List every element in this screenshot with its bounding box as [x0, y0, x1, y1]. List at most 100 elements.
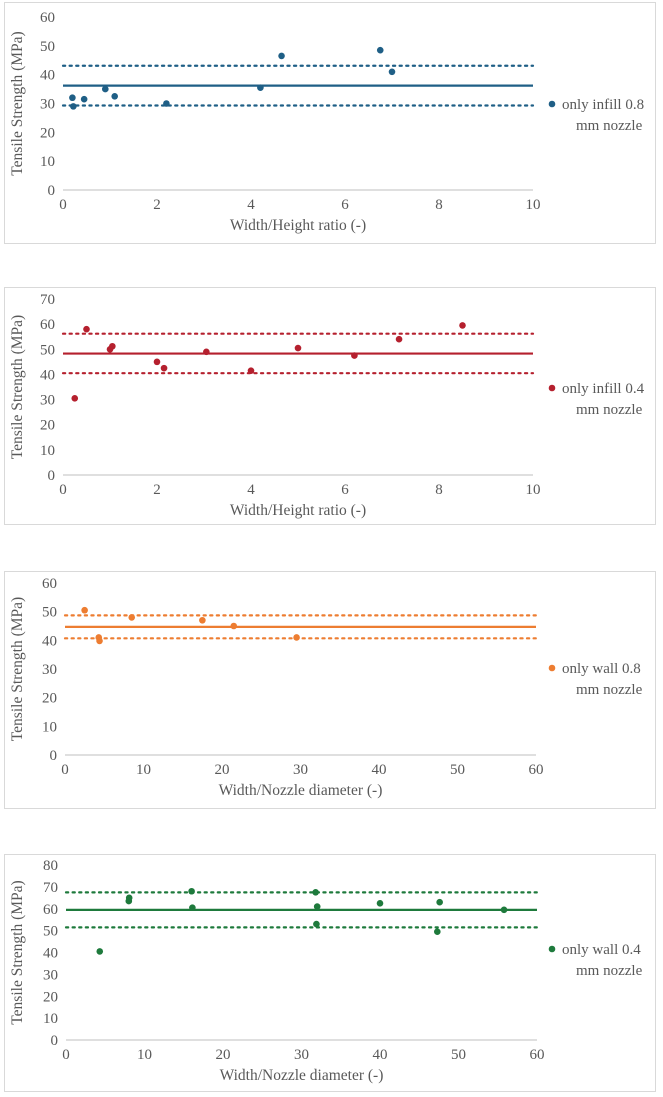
chart-1-legend-label-line2: mm nozzle [576, 118, 643, 134]
chart-2-x-tick-label: 10 [526, 482, 541, 498]
chart-2-y-tick-label: 70 [40, 292, 55, 308]
chart-2-x-tick-label: 8 [435, 482, 443, 498]
chart-3-x-tick-label: 30 [293, 762, 308, 778]
chart-4-y-tick-label: 40 [43, 946, 58, 962]
chart-2-y-tick-label: 30 [40, 393, 55, 409]
chart-4-data-point [313, 920, 320, 928]
chart-2-data-point [247, 367, 255, 374]
chart-4-y-tick-label: 80 [43, 858, 58, 874]
chart-4-data-point [188, 887, 195, 895]
chart-2-x-tick-label: 0 [59, 482, 67, 498]
chart-2-legend-label-line1: only infill 0.4 [562, 381, 645, 397]
chart-1-data-point [111, 92, 118, 100]
chart-4-x-tick-label: 10 [137, 1047, 152, 1063]
chart-2-data-point [294, 344, 302, 352]
chart-1-y-tick-label: 60 [40, 10, 55, 26]
chart-2-y-tick-label: 50 [40, 342, 55, 358]
chart-1-data-point [257, 84, 264, 91]
chart-4-data-point [189, 904, 196, 911]
chart-2-data-point [203, 348, 210, 356]
chart-3-x-tick-label: 10 [136, 762, 151, 778]
chart-panel-wall-04: 0 10 20 30 40 50 60 70 80 0 10 20 30 40 50 60 Width/Nozz… [4, 854, 656, 1092]
chart-4-legend-label-line1: only wall 0.4 [562, 942, 641, 958]
chart-2-x-tick-label: 6 [341, 482, 349, 498]
chart-1-data-point [70, 103, 77, 110]
chart-4-legend-marker [548, 945, 556, 953]
chart-panel-wall-08: 0 10 20 30 40 50 60 0 10 20 30 40 50 60 Width/Nozzle d… [4, 571, 656, 809]
chart-1-y-tick-label: 50 [40, 39, 55, 55]
chart-2-data-point [351, 352, 358, 359]
chart-1-data-point [69, 94, 76, 102]
chart-1-y-tick-label: 20 [40, 125, 55, 141]
chart-3-data-point [199, 616, 206, 624]
chart-1-y-tick-label: 10 [40, 154, 55, 170]
chart-3-data-point [81, 606, 88, 614]
chart-2-x-tick-label: 4 [247, 482, 255, 498]
chart-4-legend-label-line2: mm nozzle [576, 963, 643, 979]
chart-1-legend-label-line1: only infill 0.8 [562, 97, 644, 113]
chart-4-x-tick-label: 0 [62, 1047, 70, 1063]
chart-3-y-tick-label: 50 [42, 605, 57, 621]
chart-1-data-point [376, 46, 384, 54]
chart-1-data-point [80, 95, 88, 103]
chart-4-data-point [500, 906, 508, 914]
chart-4-x-tick-label: 30 [294, 1047, 309, 1063]
chart-1-x-tick-label: 0 [59, 197, 67, 213]
chart-1-x-tick-label: 2 [153, 197, 161, 213]
chart-1-x-tick-label: 4 [247, 197, 255, 213]
chart-2-y-tick-label: 60 [40, 317, 55, 333]
chart-svg-wall-08: 0 10 20 30 40 50 60 0 10 20 30 40 50 60 Width/Nozzle d… [9, 576, 643, 799]
chart-panel-infill-04: 0 10 20 30 40 50 60 70 0 2 4 6 8 10 Width/Height ratio… [4, 287, 656, 525]
chart-3-data-point [96, 637, 103, 645]
chart-4-y-tick-label: 0 [51, 1033, 59, 1049]
chart-4-data-point [313, 903, 321, 910]
chart-3-x-tick-label: 50 [450, 762, 465, 778]
chart-4-data-point [434, 928, 441, 936]
chart-1-x-axis-label: Width/Height ratio (-) [230, 217, 366, 234]
chart-4-data-point [96, 948, 104, 955]
chart-3-x-tick-label: 0 [61, 762, 69, 778]
chart-1-y-tick-label: 40 [40, 68, 55, 84]
chart-2-data-point [83, 325, 90, 333]
chart-2-data-point [459, 322, 466, 329]
chart-4-x-tick-label: 60 [530, 1047, 545, 1063]
chart-4-x-tick-label: 20 [216, 1047, 231, 1063]
chart-3-y-tick-label: 0 [50, 748, 58, 764]
chart-2-y-tick-label: 20 [40, 418, 55, 434]
chart-4-y-axis-label: Tensile Strength (MPa) [9, 880, 26, 1024]
chart-svg-infill-08: 0 10 20 30 40 50 60 0 2 4 6 8 10 Width/Height ratio (… [9, 10, 644, 234]
chart-1-x-tick-label: 6 [341, 197, 349, 213]
chart-svg-wall-04: 0 10 20 30 40 50 60 70 80 0 10 20 30 40 50 60 Width/Nozz… [9, 858, 643, 1084]
chart-1-data-point [163, 100, 170, 107]
chart-3-y-tick-label: 60 [42, 576, 57, 592]
chart-4-y-tick-label: 50 [43, 924, 58, 940]
chart-3-x-tick-label: 60 [529, 762, 544, 778]
chart-3-data-point [230, 622, 238, 630]
chart-1-data-point [388, 68, 396, 76]
chart-4-data-point [125, 894, 133, 902]
chart-4-y-tick-label: 10 [43, 1011, 58, 1027]
chart-4-y-tick-label: 30 [43, 967, 58, 983]
chart-4-y-tick-label: 70 [43, 880, 58, 896]
chart-1-data-point [278, 52, 285, 60]
chart-1-legend-marker [548, 100, 556, 108]
chart-2-legend-label-line2: mm nozzle [576, 402, 643, 418]
chart-4-data-point [376, 899, 384, 907]
chart-3-legend-label-line1: only wall 0.8 [562, 661, 641, 677]
chart-2-x-axis-label: Width/Height ratio (-) [230, 502, 366, 519]
chart-3-y-tick-label: 30 [42, 662, 57, 678]
chart-svg-infill-04: 0 10 20 30 40 50 60 70 0 2 4 6 8 10 Width/Height ratio… [9, 292, 645, 519]
chart-4-x-tick-label: 40 [373, 1047, 388, 1063]
chart-panel-infill-08: 0 10 20 30 40 50 60 0 2 4 6 8 10 Width/Height ratio (… [4, 2, 656, 244]
chart-1-y-axis-label: Tensile Strength (MPa) [9, 31, 26, 175]
chart-3-data-point [128, 614, 136, 621]
chart-1-data-point [102, 85, 109, 93]
chart-2-legend-marker [548, 384, 556, 392]
chart-3-x-tick-label: 40 [372, 762, 387, 778]
chart-3-x-axis-label: Width/Nozzle diameter (-) [219, 782, 383, 799]
chart-4-x-tick-label: 50 [451, 1047, 466, 1063]
chart-1-y-tick-label: 30 [40, 97, 55, 113]
chart-2-data-point [153, 358, 161, 366]
chart-2-x-tick-label: 2 [153, 482, 161, 498]
chart-3-x-tick-label: 20 [215, 762, 230, 778]
